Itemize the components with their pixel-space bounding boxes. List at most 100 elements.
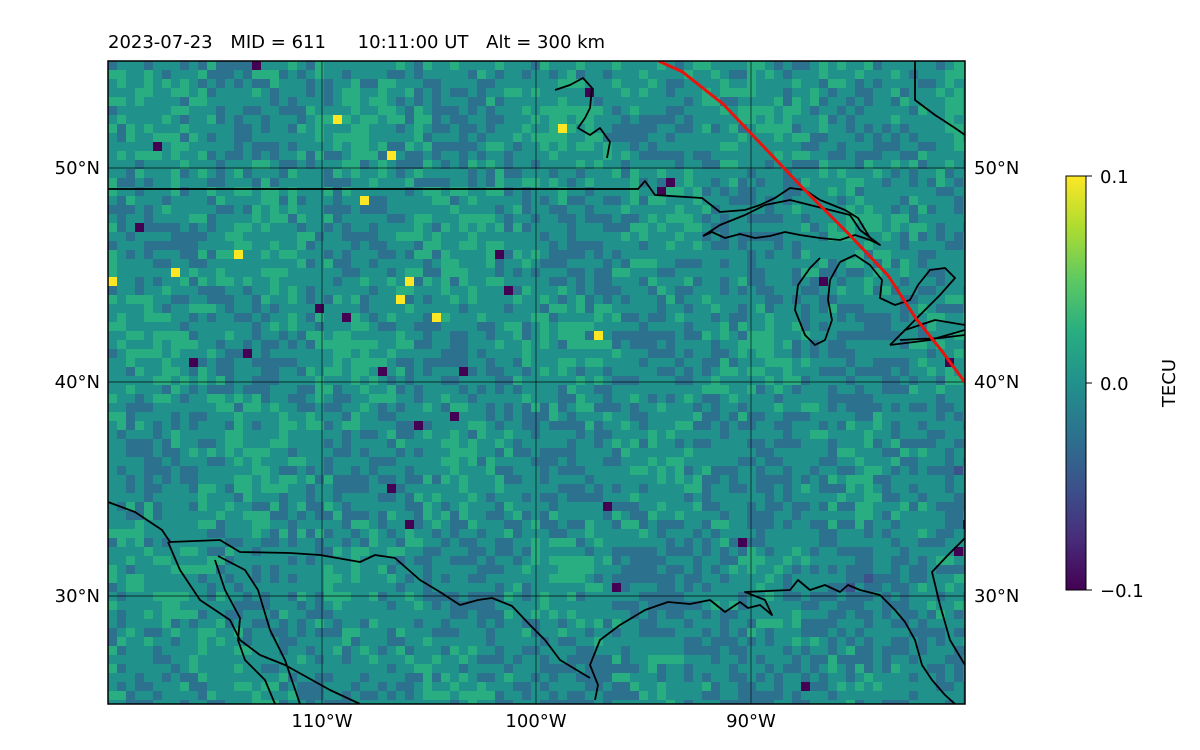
tec-cell [567, 394, 576, 403]
tec-cell [117, 322, 126, 331]
tec-cell [774, 313, 783, 322]
tec-cell [387, 277, 396, 286]
tec-cell [675, 133, 684, 142]
tec-cell [558, 97, 567, 106]
tec-cell [135, 304, 144, 313]
tec-cell [504, 187, 513, 196]
tec-cell [378, 430, 387, 439]
tec-cell [387, 169, 396, 178]
tec-cell [873, 493, 882, 502]
tec-cell [513, 430, 522, 439]
tec-cell [486, 142, 495, 151]
tec-cell [387, 115, 396, 124]
tec-cell [855, 430, 864, 439]
tec-cell [405, 151, 414, 160]
tec-cell [558, 151, 567, 160]
tec-cell [162, 196, 171, 205]
tec-cell [936, 358, 945, 367]
tec-cell [585, 133, 594, 142]
tec-cell [369, 70, 378, 79]
tec-cell [900, 178, 909, 187]
tec-cell [414, 160, 423, 169]
tec-cell [126, 340, 135, 349]
tec-cell [135, 439, 144, 448]
tec-cell [666, 412, 675, 421]
tec-cell [891, 133, 900, 142]
tec-cell [234, 493, 243, 502]
tec-cell [441, 304, 450, 313]
tec-cell [918, 115, 927, 124]
tec-cell [144, 259, 153, 268]
tec-cell [549, 70, 558, 79]
tec-cell [774, 502, 783, 511]
tec-cell [774, 232, 783, 241]
tec-cell [801, 250, 810, 259]
tec-cell [936, 511, 945, 520]
tec-cell [333, 142, 342, 151]
tec-cell [576, 277, 585, 286]
tec-cell [855, 475, 864, 484]
tec-cell [819, 160, 828, 169]
tec-cell [630, 259, 639, 268]
tec-cell [486, 430, 495, 439]
tec-cell [675, 466, 684, 475]
tec-cell [495, 448, 504, 457]
tec-cell [747, 331, 756, 340]
tec-cell [846, 322, 855, 331]
tec-cell [855, 376, 864, 385]
tec-cell [963, 151, 965, 160]
tec-cell [828, 133, 837, 142]
tec-cell [432, 250, 441, 259]
tec-cell [504, 493, 513, 502]
tec-cell [486, 421, 495, 430]
tec-cell [963, 484, 965, 493]
tec-cell [270, 106, 279, 115]
tec-cell [693, 124, 702, 133]
tec-cell [702, 169, 711, 178]
tec-cell [252, 349, 261, 358]
tec-cell [936, 430, 945, 439]
tec-cell [387, 241, 396, 250]
tec-cell [711, 403, 720, 412]
tec-cell [153, 376, 162, 385]
tec-cell [693, 385, 702, 394]
tec-cell [855, 520, 864, 529]
tec-cell [117, 205, 126, 214]
tec-cell [108, 196, 117, 205]
tec-cell [351, 367, 360, 376]
tec-cell [567, 295, 576, 304]
tec-cell [810, 493, 819, 502]
tec-cell [558, 511, 567, 520]
tec-cell [711, 88, 720, 97]
tec-cell [954, 259, 963, 268]
tec-cell [954, 520, 963, 529]
tec-cell [225, 457, 234, 466]
tec-cell [234, 313, 243, 322]
tec-cell [612, 457, 621, 466]
tec-cell [621, 79, 630, 88]
tec-cell [387, 232, 396, 241]
tec-cell [117, 421, 126, 430]
tec-cell [558, 466, 567, 475]
tec-cell [270, 259, 279, 268]
tec-cell [486, 250, 495, 259]
tec-cell [126, 502, 135, 511]
tec-cell [396, 322, 405, 331]
tec-cell [108, 115, 117, 124]
tec-cell [558, 277, 567, 286]
tec-cell [621, 142, 630, 151]
tec-cell [117, 241, 126, 250]
tec-cell [288, 304, 297, 313]
tec-cell [846, 502, 855, 511]
tec-cell [675, 439, 684, 448]
tec-cell [882, 313, 891, 322]
tec-cell [918, 304, 927, 313]
tec-cell [756, 106, 765, 115]
tec-cell [432, 61, 441, 70]
tec-cell [828, 502, 837, 511]
tec-cell [711, 61, 720, 70]
tec-cell [342, 403, 351, 412]
tec-cell [135, 430, 144, 439]
tec-cell [639, 439, 648, 448]
tec-cell [135, 340, 144, 349]
